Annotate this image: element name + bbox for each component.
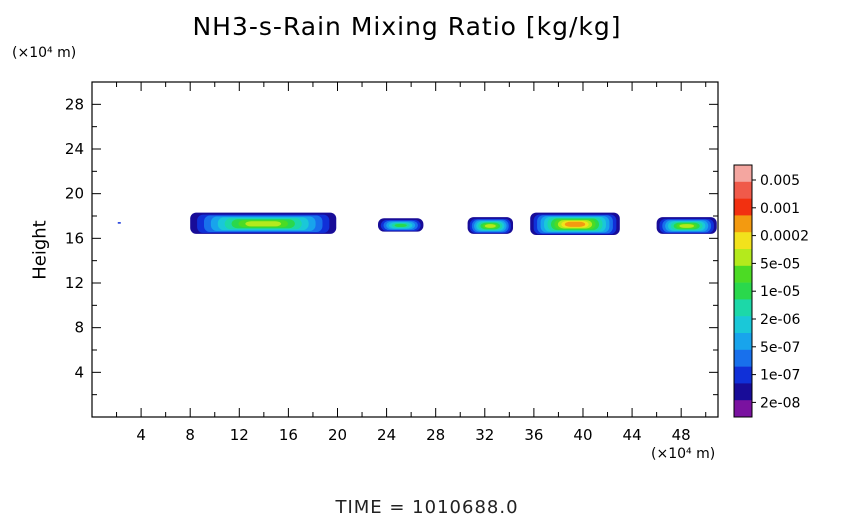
x-tick-label: 28	[426, 426, 445, 444]
colorbar-label: 2e-06	[760, 312, 800, 328]
x-tick-label: 32	[475, 426, 494, 444]
contour-region	[530, 212, 620, 235]
colorbar-label: 0.005	[760, 173, 800, 189]
colorbar-label: 0.0002	[760, 229, 809, 245]
colorbar-swatch	[734, 282, 752, 300]
x-tick-label: 4	[136, 426, 146, 444]
y-tick-label: 20	[65, 185, 84, 203]
x-tick-label: 24	[377, 426, 396, 444]
colorbar-swatch	[734, 400, 752, 418]
y-tick-label: 16	[65, 229, 84, 247]
x-tick-label: 20	[328, 426, 347, 444]
x-tick-label: 16	[279, 426, 298, 444]
y-tick-label: 28	[65, 95, 84, 113]
y-axis-unit: (×10⁴ m)	[12, 45, 77, 61]
x-tick-label: 48	[672, 426, 691, 444]
contour-fill	[245, 221, 282, 227]
colorbar-swatch	[734, 383, 752, 401]
colorbar-label: 1e-07	[760, 368, 800, 384]
colorbar-swatch	[734, 265, 752, 283]
colorbar-label: 5e-07	[760, 340, 800, 356]
colorbar-swatch	[734, 215, 752, 233]
contour-speck	[117, 222, 121, 224]
colorbar-swatch	[734, 316, 752, 334]
colorbar-swatch	[734, 181, 752, 199]
x-axis-unit: (×10⁴ m)	[651, 446, 716, 462]
y-tick-label: 24	[65, 140, 84, 158]
colorbar: 0.005 0.001 0.0002 5e-05 1e-05 2e-06 5e-07 1e-0…	[733, 164, 809, 418]
x-tick-label: 12	[230, 426, 249, 444]
contour-fill	[394, 223, 407, 228]
x-tick-label: 40	[573, 426, 592, 444]
plot-frame	[91, 81, 719, 418]
y-tick-label: 8	[74, 319, 84, 337]
contour-fill	[564, 221, 586, 227]
contour-region	[377, 218, 424, 232]
time-label: TIME = 1010688.0	[335, 497, 519, 518]
colorbar-swatch	[734, 299, 752, 317]
colorbar-swatch	[734, 249, 752, 267]
colorbar-label: 2e-08	[760, 395, 800, 411]
contour-region	[656, 217, 717, 234]
colorbar-swatch	[734, 198, 752, 216]
contour-region	[190, 212, 337, 234]
colorbar-label: 5e-05	[760, 256, 800, 272]
x-tick-label: 44	[623, 426, 642, 444]
colorbar-swatch	[734, 349, 752, 367]
y-tick-label: 12	[65, 274, 84, 292]
y-tick-label: 4	[74, 363, 84, 381]
contour-fill	[679, 224, 695, 228]
colorbar-swatch	[734, 366, 752, 384]
colorbar-swatch	[734, 232, 752, 250]
chart-title: NH3-s-Rain Mixing Ratio [kg/kg]	[192, 12, 622, 41]
contour-fill	[484, 224, 496, 228]
colorbar-label: 1e-05	[760, 284, 800, 300]
x-tick-label: 8	[185, 426, 195, 444]
colorbar-label: 0.001	[760, 201, 800, 217]
contour-region	[467, 217, 514, 234]
colorbar-swatch	[734, 165, 752, 183]
x-tick-label: 36	[524, 426, 543, 444]
colorbar-swatch	[734, 333, 752, 351]
